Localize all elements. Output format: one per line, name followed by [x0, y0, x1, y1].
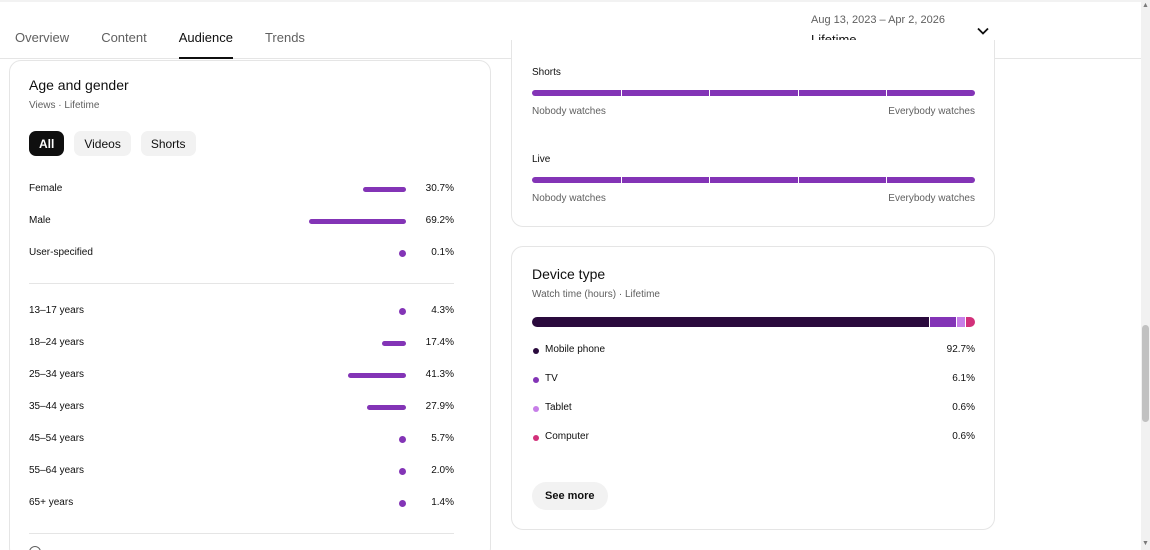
shorts-label: Shorts — [532, 67, 561, 78]
age-group-bar-dot — [399, 436, 406, 443]
device-segment — [532, 317, 929, 327]
tab-trends[interactable]: Trends — [264, 30, 305, 45]
device-segment — [965, 317, 975, 327]
age-group-bar — [366, 405, 406, 410]
gender-label: User-specified — [29, 247, 93, 258]
age-group-percent: 17.4% — [425, 337, 454, 348]
age-group-percent: 1.4% — [431, 497, 454, 508]
age-group-label: 65+ years — [29, 497, 74, 508]
legend-dot-icon — [533, 406, 539, 412]
tab-audience[interactable]: Audience — [178, 30, 234, 59]
scroll-up-icon[interactable]: ▲ — [1142, 2, 1149, 9]
device-legend-row: Computer 0.6% — [532, 431, 975, 460]
device-segment — [928, 317, 956, 327]
live-label: Live — [532, 154, 551, 165]
date-range-dates: Aug 13, 2023 – Apr 2, 2026 — [811, 14, 945, 26]
chip-videos[interactable]: Videos — [74, 131, 131, 156]
filter-chips: All Videos Shorts — [29, 131, 454, 156]
age-group-bar-dot — [399, 500, 406, 507]
gender-row: Female 30.7% — [29, 183, 454, 197]
device-name: Computer — [545, 431, 589, 442]
age-gender-subtitle: Views · Lifetime — [29, 100, 100, 111]
device-percent: 0.6% — [952, 402, 975, 413]
age-group-percent: 4.3% — [431, 305, 454, 316]
device-legend-row: TV 6.1% — [532, 373, 975, 402]
legend-dot-icon — [533, 435, 539, 441]
gender-percent: 69.2% — [425, 215, 454, 226]
gender-row: User-specified 0.1% — [29, 247, 454, 261]
device-legend-row: Tablet 0.6% — [532, 402, 975, 431]
age-group-bar — [381, 341, 406, 346]
device-segment — [955, 317, 966, 327]
gender-percent: 0.1% — [431, 247, 454, 258]
age-group-label: 45–54 years — [29, 433, 85, 444]
age-gender-title: Age and gender — [29, 77, 129, 93]
device-percent: 6.1% — [952, 373, 975, 384]
age-group-percent: 2.0% — [431, 465, 454, 476]
age-group-bar-dot — [399, 308, 406, 315]
tab-content[interactable]: Content — [101, 30, 147, 45]
shorts-section: Shorts Nobody watches Everybody watches — [532, 67, 975, 117]
scale-min-label: Nobody watches — [532, 106, 606, 117]
device-name: Tablet — [545, 402, 572, 413]
age-group-bar-dot — [399, 468, 406, 475]
live-scale-bar — [532, 177, 975, 183]
section-divider — [29, 533, 454, 534]
scale-max-label: Everybody watches — [888, 106, 975, 117]
gender-bar — [309, 219, 406, 224]
age-group-bar — [348, 373, 406, 378]
legend-dot-icon — [533, 348, 539, 354]
device-type-card: Device type Watch time (hours) · Lifetim… — [511, 246, 995, 530]
tab-overview[interactable]: Overview — [15, 30, 70, 45]
scrollbar-thumb[interactable] — [1142, 325, 1149, 422]
age-group-label: 13–17 years — [29, 305, 85, 316]
device-type-subtitle: Watch time (hours) · Lifetime — [532, 289, 660, 300]
device-stacked-bar — [532, 317, 975, 327]
age-gender-card: Age and gender Views · Lifetime All Vide… — [9, 60, 491, 550]
device-percent: 0.6% — [952, 431, 975, 442]
info-note — [29, 546, 454, 550]
age-group-label: 25–34 years — [29, 369, 85, 380]
age-group-percent: 5.7% — [431, 433, 454, 444]
gender-bar-dot — [399, 250, 406, 257]
gender-percent: 30.7% — [425, 183, 454, 194]
page-scrollbar[interactable]: ▲ ▼ — [1141, 0, 1150, 550]
device-type-title: Device type — [532, 266, 606, 282]
scale-max-label: Everybody watches — [888, 193, 975, 204]
age-group-row: 55–64 years 2.0% — [29, 465, 454, 479]
chip-all[interactable]: All — [29, 131, 65, 156]
tab-bar: Overview Content Audience Trends — [15, 30, 337, 59]
age-group-label: 18–24 years — [29, 337, 85, 348]
info-icon — [29, 546, 41, 550]
gender-label: Female — [29, 183, 63, 194]
age-group-row: 35–44 years 27.9% — [29, 401, 454, 415]
scroll-down-icon[interactable]: ▼ — [1142, 540, 1149, 547]
gender-bar — [363, 187, 406, 192]
legend-dot-icon — [533, 377, 539, 383]
age-group-label: 55–64 years — [29, 465, 85, 476]
chip-shorts[interactable]: Shorts — [140, 131, 196, 156]
gender-label: Male — [29, 215, 51, 226]
device-name: Mobile phone — [545, 344, 606, 355]
age-group-percent: 27.9% — [425, 401, 454, 412]
age-group-row: 18–24 years 17.4% — [29, 337, 454, 351]
device-name: TV — [545, 373, 558, 384]
age-group-row: 45–54 years 5.7% — [29, 433, 454, 447]
device-legend-row: Mobile phone 92.7% — [532, 344, 975, 373]
see-more-button[interactable]: See more — [532, 482, 608, 510]
gender-row: Male 69.2% — [29, 215, 454, 229]
age-group-row: 65+ years 1.4% — [29, 497, 454, 511]
device-percent: 92.7% — [946, 344, 975, 355]
chevron-down-icon — [977, 27, 989, 35]
age-group-percent: 41.3% — [425, 369, 454, 380]
live-section: Live Nobody watches Everybody watches — [532, 154, 975, 204]
scale-min-label: Nobody watches — [532, 193, 606, 204]
section-divider — [29, 283, 454, 284]
age-group-row: 13–17 years 4.3% — [29, 305, 454, 319]
device-legend: Mobile phone 92.7% TV 6.1% Tablet 0.6% Compute… — [532, 344, 975, 460]
content-watch-card: Shorts Nobody watches Everybody watches … — [511, 40, 995, 227]
age-group-row: 25–34 years 41.3% — [29, 369, 454, 383]
age-group-label: 35–44 years — [29, 401, 85, 412]
shorts-scale-bar — [532, 90, 975, 96]
